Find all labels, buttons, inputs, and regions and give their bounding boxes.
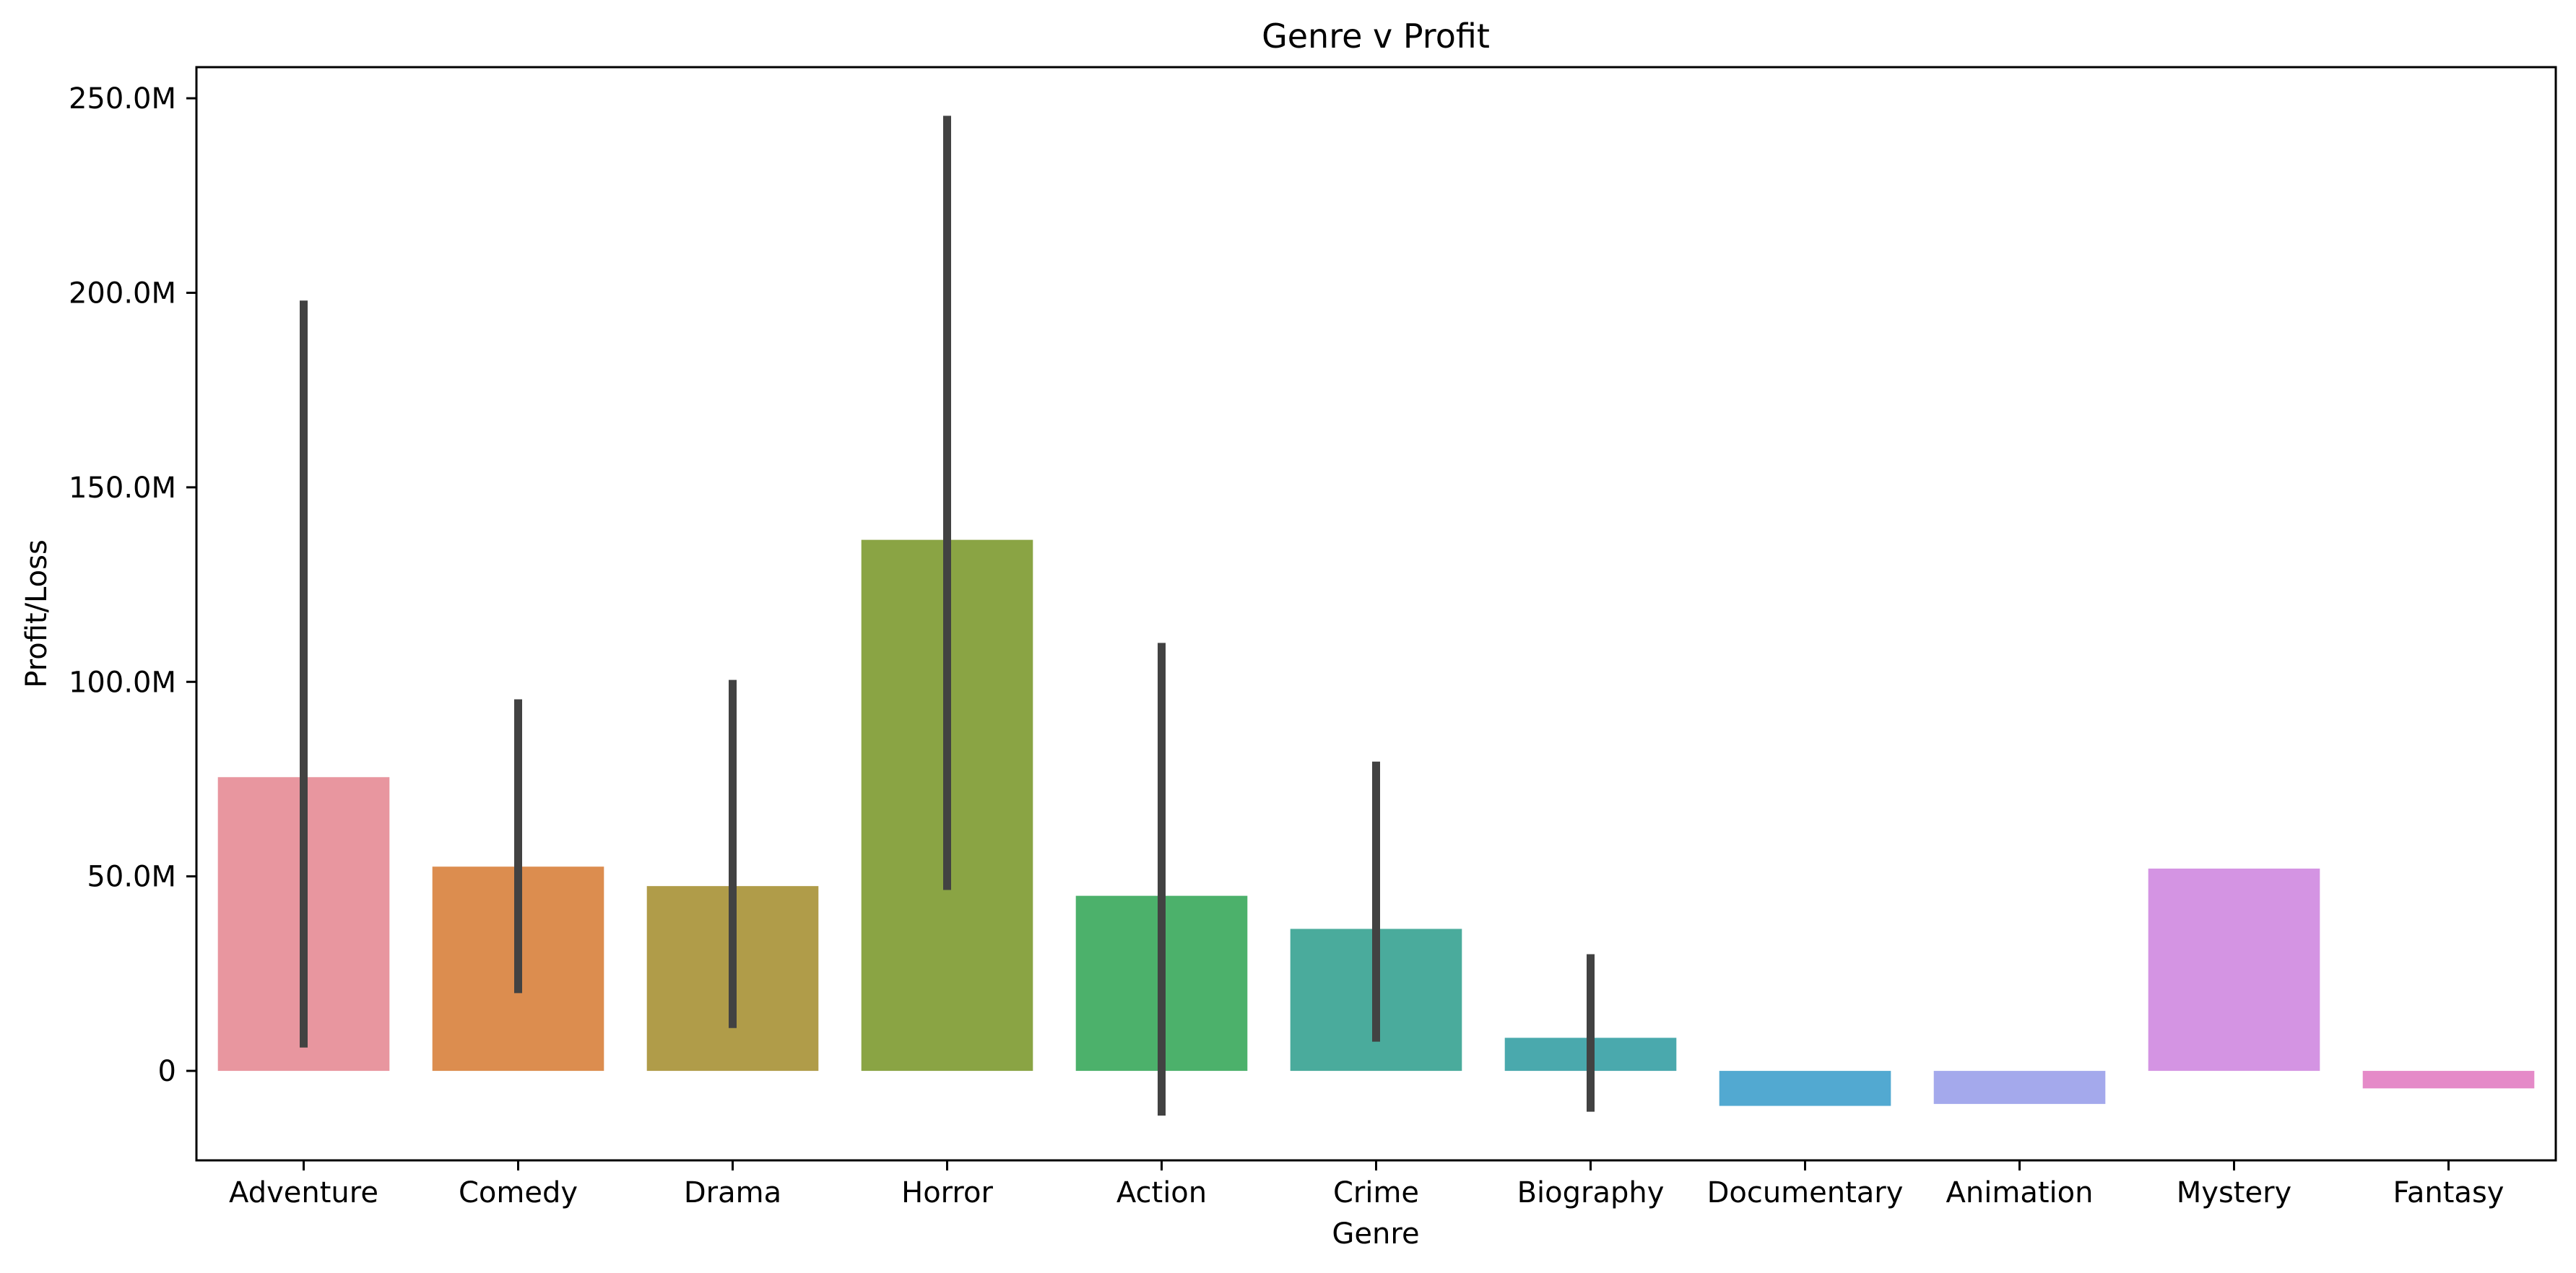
x-tick-label: Animation [1946, 1176, 2094, 1209]
y-axis-label: Profit/Loss [20, 539, 53, 688]
y-tick-label: 50.0M [87, 861, 176, 894]
x-tick-label: Horror [901, 1176, 993, 1209]
x-tick-label: Mystery [2177, 1176, 2291, 1209]
bar-animation [1933, 1071, 2106, 1104]
x-tick-label: Drama [684, 1176, 781, 1209]
y-tick-label: 250.0M [69, 82, 176, 116]
chart-title: Genre v Profit [1262, 17, 1490, 56]
y-tick-label: 100.0M [69, 666, 176, 699]
error-bar-group [300, 116, 1595, 1116]
bar-fantasy [2362, 1071, 2535, 1089]
bar-mystery [2148, 868, 2320, 1072]
x-tick-label: Fantasy [2393, 1176, 2505, 1209]
y-axis: 0 50.0M 100.0M 150.0M 200.0M 250.0M [69, 82, 196, 1088]
y-tick-label: 0 [158, 1055, 176, 1088]
x-tick-label: Documentary [1707, 1176, 1904, 1209]
x-tick-label: Action [1116, 1176, 1207, 1209]
y-tick-label: 200.0M [69, 277, 176, 310]
y-tick-label: 150.0M [69, 472, 176, 505]
x-tick-label: Crime [1333, 1176, 1419, 1209]
x-tick-label: Comedy [459, 1176, 578, 1209]
x-axis-label: Genre [1332, 1217, 1419, 1251]
x-tick-label: Adventure [229, 1176, 378, 1209]
plot-frame [195, 66, 2557, 1162]
x-tick-label: Biography [1517, 1176, 1665, 1209]
x-axis: Adventure Comedy Drama Horror Action Crime Bio… [229, 1160, 2504, 1209]
bar-documentary [1719, 1071, 1891, 1106]
